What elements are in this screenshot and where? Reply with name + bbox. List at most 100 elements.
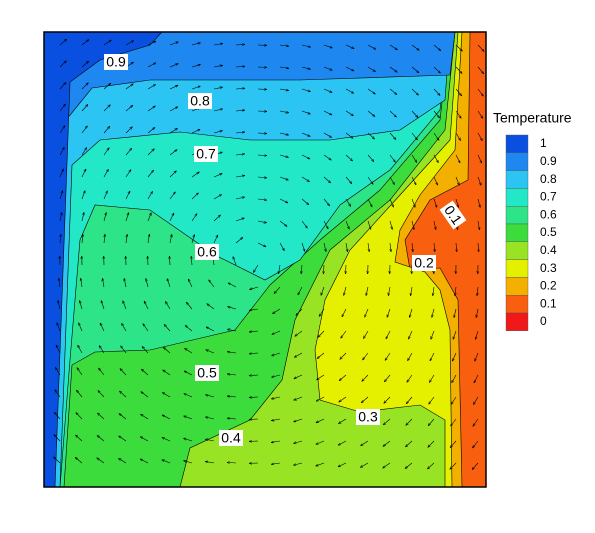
velocity-vector	[57, 323, 61, 332]
velocity-vector	[59, 169, 64, 178]
velocity-vector	[249, 286, 259, 290]
velocity-vector	[317, 352, 325, 359]
velocity-vector	[339, 374, 347, 381]
velocity-vector	[213, 87, 223, 90]
velocity-vector	[169, 107, 178, 112]
velocity-vector	[455, 88, 462, 96]
velocity-vector	[54, 412, 61, 420]
velocity-vector	[323, 88, 332, 93]
velocity-vector	[411, 44, 419, 50]
velocity-vector	[450, 462, 457, 469]
velocity-vector	[390, 242, 391, 252]
velocity-vector	[279, 66, 289, 68]
velocity-vector	[79, 300, 83, 310]
velocity-vector	[55, 390, 61, 398]
contour-label: 0.6	[197, 244, 217, 260]
velocity-vector	[340, 352, 347, 359]
velocity-vector	[205, 439, 215, 442]
velocity-vector	[249, 397, 259, 398]
velocity-vector	[451, 396, 457, 404]
velocity-vector	[213, 131, 223, 134]
velocity-vector	[301, 66, 311, 69]
velocity-vector	[97, 458, 105, 464]
velocity-vector	[316, 374, 325, 380]
velocity-vector	[323, 154, 331, 160]
velocity-vector	[478, 242, 479, 252]
velocity-vector	[386, 330, 391, 339]
velocity-vector	[235, 44, 245, 45]
velocity-vector	[452, 374, 457, 383]
velocity-vector	[124, 278, 127, 288]
velocity-vector	[162, 392, 171, 398]
velocity-vector	[316, 396, 325, 401]
velocity-vector	[367, 66, 376, 72]
velocity-vector	[301, 176, 310, 182]
velocity-vector	[316, 418, 325, 423]
legend-label: 0.7	[540, 190, 557, 204]
velocity-vector	[141, 369, 149, 376]
velocity-vector	[433, 110, 440, 118]
velocity-vector	[430, 330, 435, 339]
velocity-vector	[433, 132, 439, 140]
velocity-vector	[477, 44, 484, 52]
velocity-vector	[235, 197, 245, 200]
velocity-vector	[75, 457, 83, 464]
velocity-vector	[213, 194, 222, 200]
velocity-vector	[99, 345, 105, 354]
velocity-vector	[235, 66, 245, 67]
velocity-vector	[367, 176, 373, 184]
velocity-vector	[59, 126, 65, 134]
legend-label: 0	[540, 314, 547, 328]
velocity-vector	[59, 61, 66, 68]
velocity-vector	[293, 462, 303, 465]
velocity-vector	[162, 415, 171, 420]
velocity-vector	[140, 459, 149, 464]
velocity-vector	[301, 220, 307, 228]
velocity-vector	[191, 43, 201, 46]
velocity-vector	[389, 220, 392, 230]
legend-label: 0.6	[540, 207, 557, 221]
velocity-vector	[345, 44, 354, 49]
velocity-vector	[164, 324, 171, 332]
velocity-vector	[453, 330, 457, 340]
velocity-vector	[213, 44, 223, 46]
velocity-vector	[235, 110, 245, 111]
velocity-vector	[363, 330, 369, 339]
velocity-vector	[301, 198, 309, 205]
velocity-vector	[143, 324, 149, 332]
velocity-vector	[207, 304, 215, 310]
velocity-vector	[75, 435, 83, 442]
legend-label: 0.5	[540, 225, 557, 239]
contour-label: 0.7	[196, 146, 216, 162]
legend-swatch	[505, 312, 529, 331]
velocity-vector	[81, 169, 86, 178]
velocity-vector	[345, 198, 351, 207]
legend-label: 0.2	[540, 279, 557, 293]
velocity-vector	[387, 308, 391, 317]
contour-band	[44, 32, 163, 487]
velocity-vector	[367, 88, 375, 94]
velocity-vector	[279, 132, 289, 135]
velocity-vector	[323, 242, 326, 252]
velocity-vector	[383, 440, 391, 447]
velocity-vector	[301, 264, 302, 274]
velocity-vector	[104, 234, 105, 244]
velocity-vector	[81, 126, 87, 134]
contour-label: 0.9	[106, 54, 126, 70]
velocity-vector	[147, 191, 153, 200]
velocity-vector	[147, 234, 149, 244]
velocity-vector	[429, 374, 435, 383]
velocity-vector	[475, 330, 479, 340]
velocity-vector	[433, 44, 441, 51]
velocity-vector	[253, 264, 259, 273]
velocity-vector	[59, 147, 64, 156]
velocity-vector	[323, 198, 330, 206]
velocity-vector	[294, 352, 303, 357]
velocity-vector	[279, 88, 289, 91]
velocity-vector	[98, 390, 105, 398]
velocity-vector	[455, 176, 460, 185]
velocity-vector	[125, 127, 132, 134]
velocity-vector	[455, 132, 461, 141]
contour-label-bg	[219, 430, 243, 446]
velocity-vector	[103, 148, 109, 156]
